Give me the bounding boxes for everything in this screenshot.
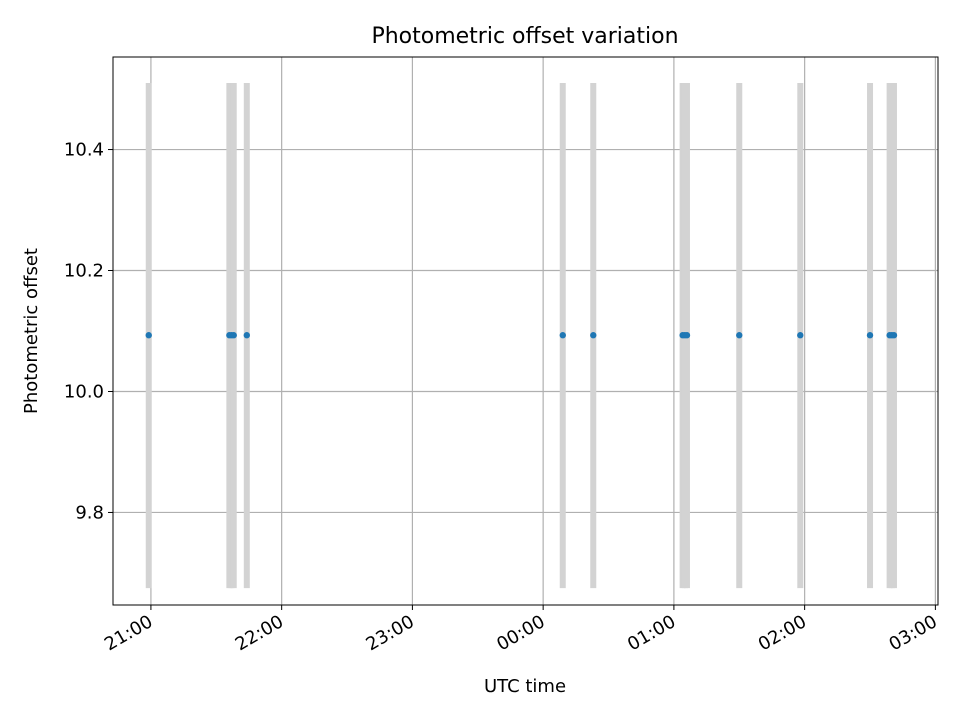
data-point bbox=[145, 332, 152, 339]
data-point bbox=[890, 332, 898, 339]
y-axis-label: Photometric offset bbox=[21, 248, 42, 414]
y-tick-label: 9.8 bbox=[75, 502, 104, 523]
y-tick-label: 10.2 bbox=[64, 261, 104, 282]
y-tick-label: 10.4 bbox=[64, 140, 104, 161]
data-point bbox=[797, 332, 804, 339]
y-tick-label: 10.0 bbox=[64, 381, 104, 402]
chart-title: Photometric offset variation bbox=[371, 24, 678, 49]
point-layer bbox=[145, 332, 898, 339]
data-point bbox=[736, 332, 743, 339]
plot-frame bbox=[112, 56, 939, 606]
data-point bbox=[683, 332, 691, 339]
x-axis-label: UTC time bbox=[484, 676, 566, 697]
data-point bbox=[590, 332, 597, 339]
data-point bbox=[866, 332, 874, 339]
data-point bbox=[559, 332, 566, 339]
y-axis: 9.8 10.0 10.2 10.4 bbox=[64, 140, 113, 523]
data-point bbox=[230, 332, 237, 339]
data-point bbox=[243, 332, 250, 339]
plot-area bbox=[113, 57, 938, 605]
